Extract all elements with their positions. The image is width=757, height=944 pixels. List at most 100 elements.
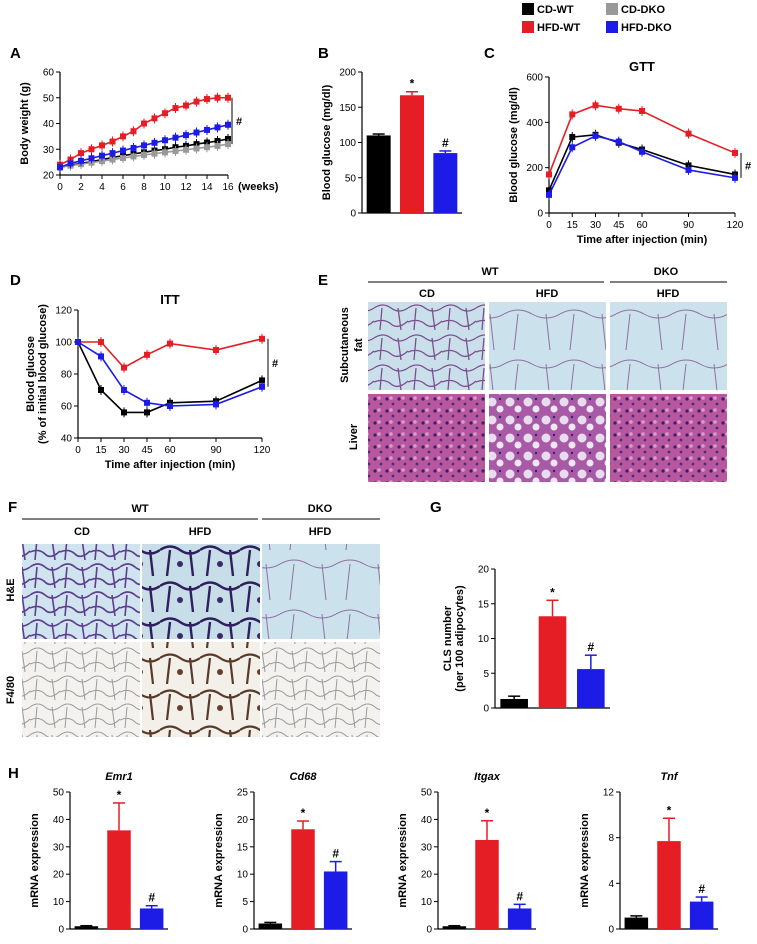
panel-label-a: A (10, 45, 21, 62)
e-col-hfd: HFD (536, 288, 559, 300)
chart-cd68: 0 5 10 15 20 25 mRNA expression Cd68 * # (213, 771, 352, 936)
data-point-c-hfd-dko (615, 138, 622, 145)
bar-h1-hfd-dko (139, 908, 164, 929)
legend-label-hfd-dko: HFD-DKO (621, 22, 672, 34)
legend-label-hfd-wt: HFD-WT (537, 22, 581, 34)
legend-swatch-hfd-dko (606, 21, 618, 33)
y-axis-label-d: Blood glucose (25, 336, 37, 412)
y-tick-label-h4: 4 (608, 879, 614, 890)
data-point-c-hfd-dko (546, 191, 552, 198)
x-axis-label-a: (weeks) (238, 181, 279, 193)
data-point-a-hfd-dko (172, 134, 179, 141)
e-image-fat-wt-cd (368, 302, 485, 390)
y-axis-label-h3: mRNA expression (397, 813, 409, 908)
x-tick-label-d: 30 (118, 445, 130, 456)
e-col-cd: CD (419, 288, 435, 300)
x-tick-label-a: 4 (99, 182, 105, 193)
y-tick-label-h3: 30 (421, 842, 433, 853)
data-point-c-hfd-wt (569, 111, 576, 118)
y-tick-label-c: 600 (526, 73, 543, 84)
legend-swatch-cd-wt (522, 3, 534, 15)
y-tick-label-d: 60 (61, 402, 73, 413)
chart-title-c: GTT (629, 59, 655, 74)
e-image-liver-wt-cd (368, 394, 485, 482)
y-tick-label-h1: 30 (53, 842, 65, 853)
y-tick-label-h1: 20 (53, 870, 65, 881)
y-axis-label-a: Body weight (g) (19, 82, 31, 165)
significance-mark-c: # (745, 160, 751, 172)
legend-swatch-cd-dko (606, 3, 618, 15)
x-tick-label-c: 15 (567, 220, 579, 231)
significance-mark-h1: * (117, 788, 122, 802)
panel-label-b: B (318, 45, 329, 62)
significance-mark-b: * (410, 77, 415, 91)
data-point-a-hfd-wt (214, 94, 221, 101)
y-tick-label-h3: 50 (421, 788, 433, 799)
data-point-d-hfd-dko (75, 339, 81, 345)
data-point-a-cd-dko (204, 144, 210, 151)
y-tick-label-h2: 0 (242, 925, 248, 936)
data-point-a-hfd-dko (214, 124, 221, 131)
significance-mark-h3: * (485, 806, 490, 820)
data-point-d-cd-wt (98, 387, 104, 393)
bar-b-cd-wt (366, 135, 391, 213)
y-tick-label-c: 400 (526, 118, 543, 129)
panel-label-g: G (430, 499, 442, 516)
data-point-c-hfd-dko (732, 174, 738, 181)
data-point-d-hfd-wt (98, 339, 104, 345)
data-point-a-hfd-dko (151, 139, 158, 146)
f-col-dko-hfd: HFD (309, 526, 332, 538)
data-point-c-hfd-wt (592, 102, 599, 109)
y-axis-label-g: CLS number (442, 605, 454, 671)
f-image-f480-wt-hfd (142, 642, 260, 737)
data-point-d-hfd-dko (98, 353, 104, 360)
data-point-a-cd-dko (151, 150, 158, 157)
significance-mark-a: # (236, 116, 242, 128)
y-tick-label-h2: 15 (237, 842, 249, 853)
f-image-he-wt-hfd (142, 544, 260, 639)
data-point-a-hfd-wt (78, 150, 84, 157)
x-tick-label-d: 0 (75, 445, 81, 456)
x-tick-label-c: 120 (727, 220, 744, 231)
y-tick-label-c: 200 (526, 163, 543, 174)
x-tick-label-a: 8 (141, 182, 147, 193)
bar-h2-hfd-dko (323, 871, 348, 929)
data-point-c-hfd-dko (592, 132, 599, 139)
f-image-he-wt-cd (22, 544, 140, 639)
x-tick-label-a: 0 (57, 182, 63, 193)
chart-gtt: 0 200 400 600 Blood glucose (mg/dl) 0 15 30 45 60… (508, 59, 751, 246)
data-point-a-cd-dko (109, 156, 116, 163)
data-point-a-hfd-dko (193, 129, 200, 136)
data-point-d-hfd-wt (259, 335, 265, 342)
data-point-a-hfd-dko (78, 157, 84, 164)
panel-label-d: D (10, 272, 21, 289)
bar-b-hfd-dko (433, 153, 458, 213)
data-point-a-hfd-wt (162, 110, 168, 117)
data-point-a-hfd-dko (67, 160, 74, 167)
y-tick-label-h1: 0 (58, 925, 64, 936)
data-point-a-cd-wt (225, 135, 231, 142)
bar-h3-hfd-dko (507, 908, 532, 929)
panel-f-micrographs: WT DKO CD HFD HFD H&E F4/80 (5, 503, 380, 737)
f-group-wt: WT (131, 503, 148, 515)
significance-mark-h4: # (698, 882, 705, 896)
significance-mark-h2: * (301, 806, 306, 820)
x-axis-label-c: Time after injection (min) (577, 234, 708, 246)
f-image-f480-wt-cd (22, 642, 140, 737)
data-point-a-hfd-dko (109, 150, 116, 157)
f-row-he: H&E (5, 578, 17, 601)
bar-h2-hfd-wt (291, 829, 315, 929)
x-tick-label-c: 90 (683, 220, 695, 231)
data-point-a-hfd-wt (225, 94, 231, 101)
x-tick-label-d: 90 (210, 445, 222, 456)
data-point-a-hfd-wt (172, 105, 179, 112)
y-tick-label-g: 5 (483, 669, 489, 680)
y-tick-label-a: 50 (43, 93, 55, 104)
bar-g-hfd-dko (577, 669, 605, 708)
legend: CD-WT CD-DKO HFD-WT HFD-DKO (522, 3, 672, 34)
data-point-a-hfd-wt (141, 120, 147, 127)
y-tick-label-h2: 5 (242, 897, 248, 908)
data-point-a-cd-dko (120, 155, 126, 162)
data-point-a-cd-dko (99, 158, 105, 165)
significance-mark-h4: * (667, 803, 672, 817)
